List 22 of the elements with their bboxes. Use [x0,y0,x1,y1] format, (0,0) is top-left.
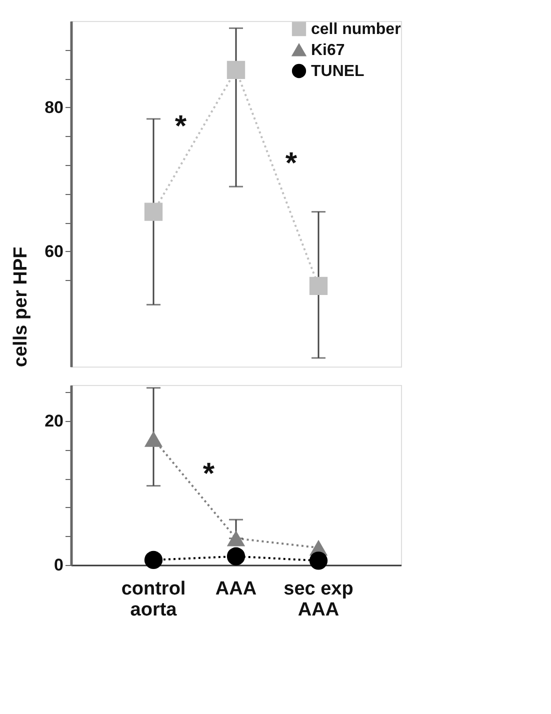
legend-label: TUNEL [311,63,365,80]
point [309,552,328,570]
point [226,547,246,566]
point [309,276,328,296]
y-axis-title: cells per HPF [10,246,32,368]
y-tick-label: 80 [44,98,64,117]
annotation: * [285,146,298,180]
point [144,431,163,447]
annotation: * [202,458,215,491]
point [226,530,246,546]
point [144,550,163,570]
annotation: * [174,110,187,143]
y-tick-label: 20 [44,412,64,430]
y-tick-label: 60 [44,242,64,261]
point [226,60,246,80]
x-tick-label: control aorta [121,578,186,620]
legend-label: cell number [311,21,401,38]
y-tick-label: 0 [54,556,64,574]
x-tick-label: sec exp AAA [284,578,354,620]
legend-label: Ki67 [311,42,345,59]
x-tick-label: AAA [215,578,257,600]
point [144,202,163,221]
